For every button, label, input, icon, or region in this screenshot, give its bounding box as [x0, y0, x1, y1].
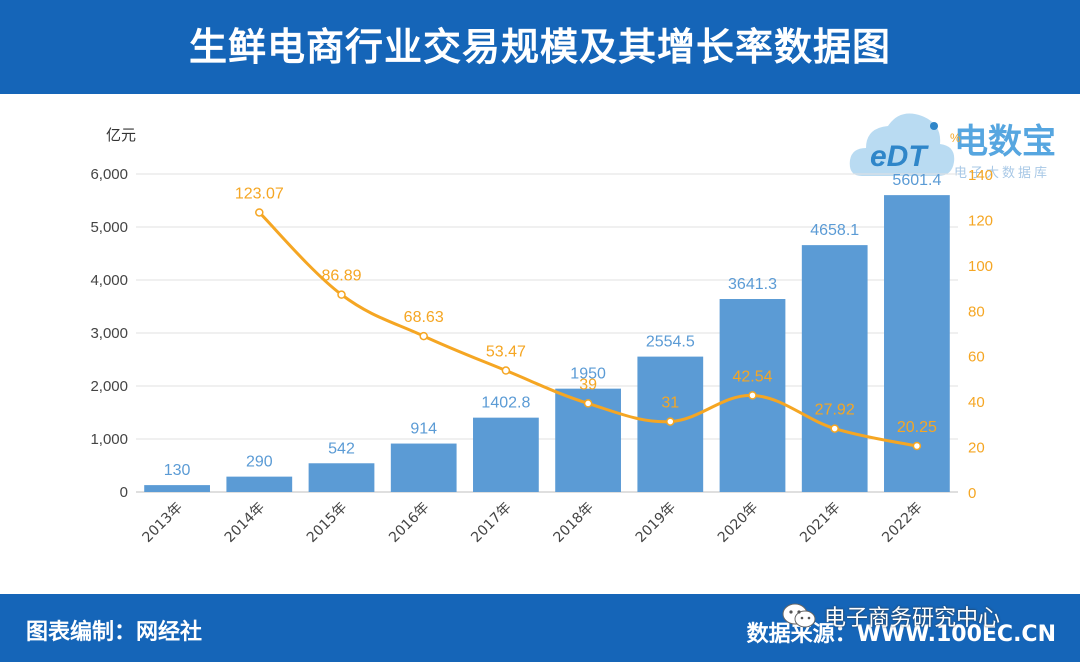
y2-tick-label: 100 [968, 258, 993, 275]
logo-name: 电数宝 [954, 122, 1056, 162]
wechat-icon [782, 603, 816, 628]
logo-mark-text: eDT [870, 140, 929, 173]
growth-rate-label: 53.47 [486, 344, 526, 361]
x-tick-label: 2017年 [468, 500, 514, 546]
growth-rate-point [583, 399, 593, 408]
header-bar: 生鲜电商行业交易规模及其增长率数据图 [0, 0, 1080, 94]
bar-value-label: 4658.1 [810, 222, 859, 239]
logo-subtitle: 电子大数据库 [954, 166, 1051, 181]
x-tick-label: 2018年 [551, 500, 597, 546]
growth-rate-point [666, 417, 675, 426]
x-tick-label: 2015年 [304, 500, 350, 546]
growth-rate-point [337, 290, 346, 299]
y-tick-label: 4,000 [90, 272, 128, 289]
x-tick-label: 2020年 [715, 500, 761, 546]
bar-value-label: 290 [246, 454, 273, 471]
y-tick-label: 5,000 [90, 219, 128, 236]
y-tick-label: 3,000 [90, 325, 128, 342]
bar-value-label: 3641.3 [728, 276, 777, 293]
footer-compiler: 图表编制：网经社 [26, 620, 203, 645]
x-tick-label: 2016年 [386, 500, 432, 546]
y-tick-label: 6,000 [90, 166, 128, 183]
bar [144, 485, 210, 492]
bar-value-label: 542 [328, 440, 355, 457]
bar [473, 417, 539, 492]
bar-line-chart: 0 1,000 2,000 3,000 4,000 5,000 6,000 0 20 40 60 80… [90, 126, 993, 546]
bar [390, 443, 457, 492]
growth-rate-point [419, 331, 428, 341]
growth-rate-label: 68.63 [404, 309, 444, 326]
y2-tick-label: 40 [968, 394, 985, 411]
bar [226, 476, 293, 492]
y2-axis-unit: % [950, 131, 961, 145]
bar-value-label: 1402.8 [481, 395, 530, 412]
growth-rate-label: 42.54 [732, 368, 772, 385]
bar-value-label: 5601.4 [892, 172, 941, 189]
y2-tick-label: 20 [968, 440, 985, 457]
y-tick-label: 2,000 [90, 378, 128, 395]
growth-rate-point [501, 366, 511, 375]
y2-tick-label: 120 [968, 212, 993, 229]
x-tick-label: 2013年 [140, 500, 186, 546]
footer-source: 数据来源：WWW.100EC.CN [746, 622, 1056, 647]
logo: eDT 电数宝 电子大数据库 [848, 104, 1078, 186]
y2-tick-label: 60 [968, 349, 985, 366]
bar-value-label: 1950 [570, 366, 606, 383]
x-tick-label: 2021年 [797, 500, 843, 546]
growth-rate-point [255, 208, 264, 217]
x-tick-label: 2019年 [633, 500, 679, 546]
page-title: 生鲜电商行业交易规模及其增长率数据图 [188, 25, 891, 69]
bar-value-label: 2554.5 [646, 334, 695, 351]
growth-rate-label: 39 [579, 376, 597, 393]
y2-tick-label: 80 [968, 303, 985, 320]
growth-rate-label: 27.92 [815, 402, 855, 419]
y-axis-unit: 亿元 [106, 126, 136, 144]
bar [308, 463, 375, 492]
y-tick-label: 0 [120, 484, 128, 501]
x-tick-label: 2022年 [879, 500, 925, 546]
growth-rate-label: 31 [661, 395, 679, 412]
bar [801, 245, 868, 492]
growth-rate-label: 20.25 [897, 419, 937, 436]
wechat-account: 电子商务研究中心 [824, 606, 1001, 631]
bar-value-label: 130 [164, 462, 191, 479]
growth-rate-point [830, 424, 839, 433]
y2-tick-label: 0 [968, 485, 976, 502]
wechat-badge: 电子商务研究中心 [782, 598, 1000, 634]
footer-bar: 图表编制：网经社 数据来源：WWW.100EC.CN [0, 594, 1080, 662]
growth-rate-point [748, 391, 757, 400]
growth-rate-label: 86.89 [321, 268, 361, 285]
cloud-logo-icon: eDT [849, 113, 955, 176]
y2-tick-label: 140 [968, 167, 993, 184]
y-tick-label: 1,000 [90, 431, 128, 448]
growth-rate-label: 123.07 [235, 185, 284, 202]
x-tick-label: 2014年 [222, 500, 268, 546]
bar-value-label: 914 [410, 421, 437, 438]
growth-rate-point [912, 441, 922, 451]
